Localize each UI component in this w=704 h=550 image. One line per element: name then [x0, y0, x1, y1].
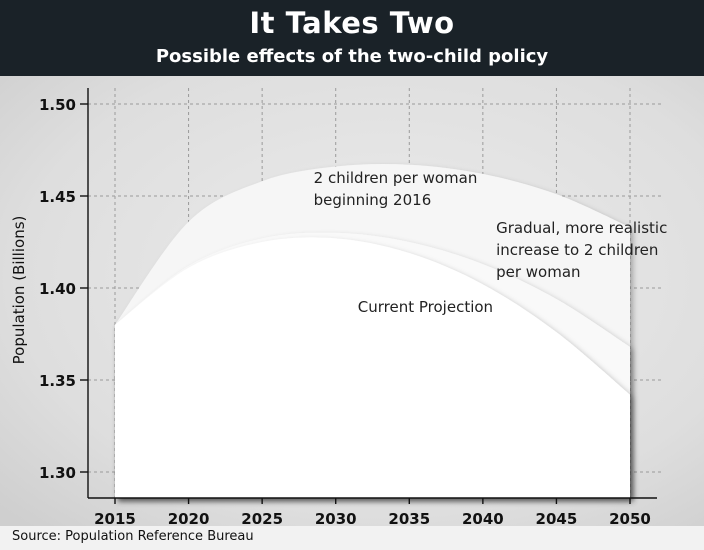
y-tick-label-1.50: 1.50: [39, 96, 76, 114]
x-tick-label-2040: 2040: [462, 510, 504, 526]
x-tick-label-2035: 2035: [388, 510, 430, 526]
y-tick-label-1.35: 1.35: [39, 372, 76, 390]
y-tick-label-1.30: 1.30: [39, 464, 76, 482]
chart-subtitle: Possible effects of the two-child policy: [155, 46, 549, 67]
y-tick-label-1.40: 1.40: [39, 280, 76, 298]
series-labels: 2 children per woman beginning 2016 Gradua…: [314, 169, 668, 316]
x-tick-label-2025: 2025: [241, 510, 283, 526]
y-tick-label-1.45: 1.45: [39, 188, 76, 206]
series-label-1-line-2: beginning 2016: [314, 191, 432, 209]
x-tick-label-2030: 2030: [315, 510, 357, 526]
chart-header: It Takes Two Possible effects of the two…: [0, 0, 704, 76]
y-axis-label: Population (Billions): [10, 216, 28, 365]
series-area-3: [115, 237, 630, 499]
tick-labels: 2015 2020 2025 2030 2035 2040 2045 2050 1.30 1.35…: [39, 96, 651, 526]
source-note: Source: Population Reference Bureau: [12, 529, 254, 544]
x-tick-label-2020: 2020: [168, 510, 210, 526]
population-chart: 2015 2020 2025 2030 2035 2040 2045 2050 1.30 1.35…: [0, 76, 704, 526]
chart-title: It Takes Two: [249, 6, 455, 40]
axes: [80, 88, 657, 504]
x-tick-label-2015: 2015: [94, 510, 136, 526]
x-tick-label-2050: 2050: [609, 510, 651, 526]
series-label-2-line-3: per woman: [496, 263, 580, 281]
series-label-1-line-1: 2 children per woman: [314, 169, 478, 187]
series-label-2-line-2: increase to 2 children: [496, 241, 658, 259]
series-label-3-line-1: Current Projection: [358, 298, 493, 316]
x-tick-label-2045: 2045: [536, 510, 578, 526]
series-label-2-line-1: Gradual, more realistic: [496, 219, 667, 237]
series-areas: [115, 164, 630, 499]
